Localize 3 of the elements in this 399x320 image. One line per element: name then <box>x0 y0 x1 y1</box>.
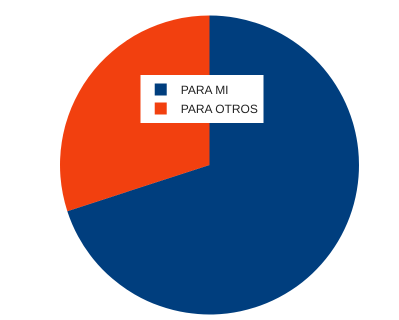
legend-label: PARA OTROS <box>180 102 258 116</box>
legend-label: PARA MI <box>180 83 229 98</box>
pie-slice <box>67 16 359 314</box>
